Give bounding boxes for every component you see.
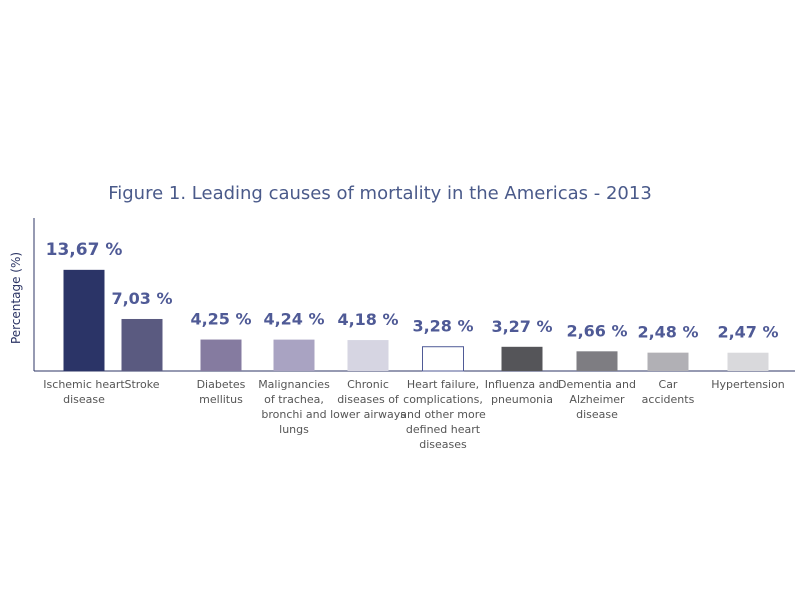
value-labels-group: 13,67 % 7,03 % 4,25 % 4,24 % 4,18 % 3,28 % 3,2… (46, 240, 779, 342)
bar-5 (422, 346, 464, 372)
category-label-2: Diabetes mellitus (197, 378, 246, 406)
category-label-4: Chronic diseases of lower airways (330, 378, 406, 421)
value-label-3: 4,24 % (263, 310, 324, 329)
bar-9 (727, 352, 769, 371)
chart-title: Figure 1. Leading causes of mortality in… (108, 183, 652, 204)
bar-2 (200, 339, 242, 371)
value-label-9: 2,47 % (717, 323, 778, 342)
value-label-2: 4,25 % (190, 310, 251, 329)
bar-7 (576, 351, 618, 371)
bar-6 (501, 346, 543, 371)
category-label-1: Stroke (124, 378, 159, 391)
bar-0 (63, 269, 105, 371)
value-label-0: 13,67 % (46, 240, 123, 260)
bar-8 (647, 352, 689, 371)
value-label-8: 2,48 % (637, 323, 698, 342)
bar-3 (273, 339, 315, 371)
category-label-7: Dementia and Alzheimer disease (558, 378, 636, 421)
category-label-5: Heart failure, complications, and other mo… (400, 378, 486, 451)
bar-4 (347, 340, 389, 371)
value-label-4: 4,18 % (337, 310, 398, 329)
y-axis-label: Percentage (%) (9, 252, 23, 344)
bars-group (63, 269, 769, 372)
value-label-1: 7,03 % (111, 289, 172, 308)
category-label-8: Car accidents (642, 378, 695, 406)
category-label-6: Influenza and pneumonia (485, 378, 560, 406)
category-label-3: Malignancies of trachea, bronchi and lungs (258, 378, 330, 436)
value-label-7: 2,66 % (566, 321, 627, 340)
value-label-6: 3,27 % (491, 317, 552, 336)
category-label-0: Ischemic heart disease (43, 378, 125, 406)
bar-1 (121, 318, 163, 371)
category-label-9: Hypertension (711, 378, 785, 391)
value-label-5: 3,28 % (412, 317, 473, 336)
